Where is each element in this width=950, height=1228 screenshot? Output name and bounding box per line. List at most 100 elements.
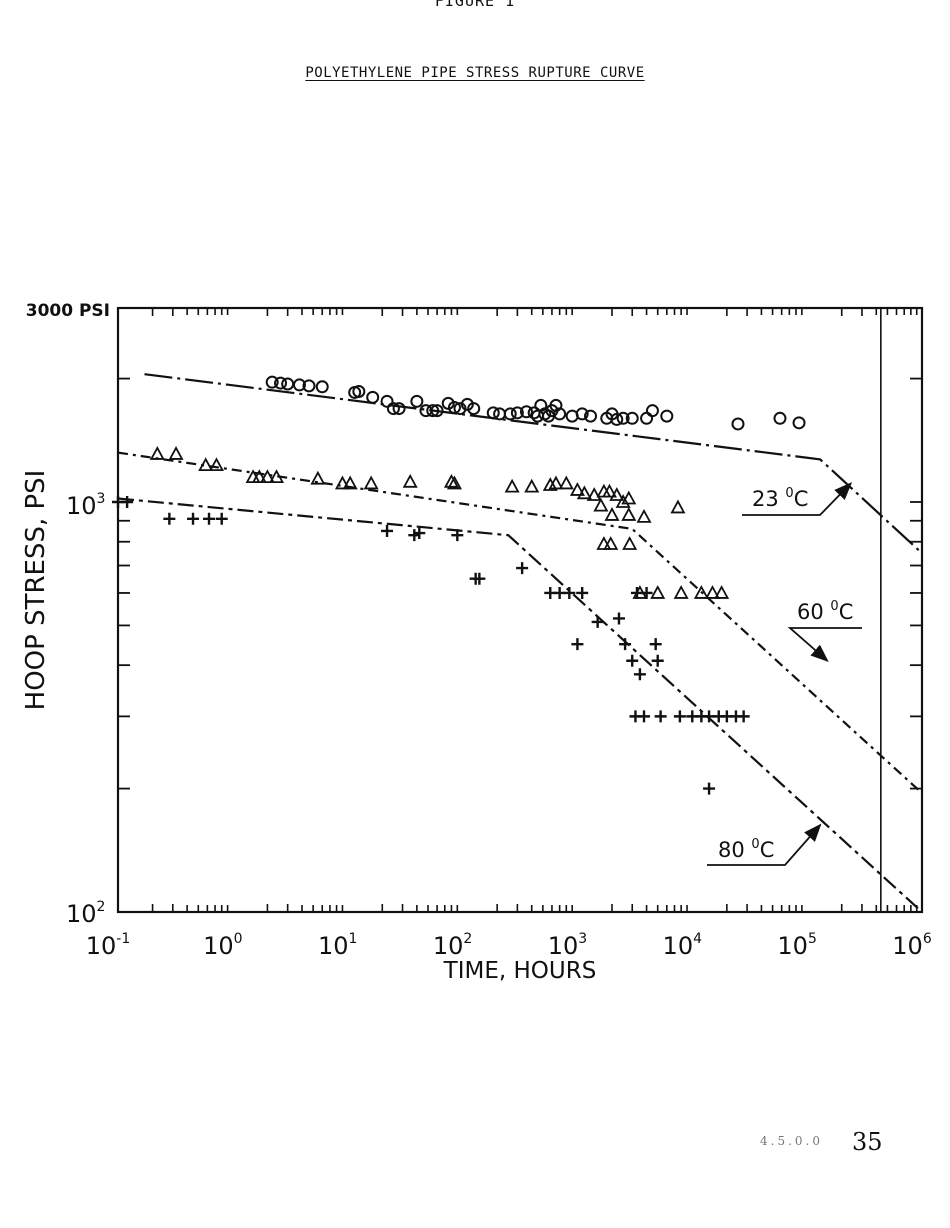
data-point-circle xyxy=(503,407,517,421)
data-point-circle xyxy=(773,411,787,425)
data-point-plus xyxy=(703,782,716,795)
data-point-triangle xyxy=(673,585,689,599)
data-point-triangle xyxy=(168,446,184,460)
data-point-triangle xyxy=(251,469,267,484)
data-point-triangle xyxy=(443,473,459,488)
data-point-triangle xyxy=(586,487,602,501)
data-point-circle xyxy=(274,376,288,390)
data-point-triangle xyxy=(334,475,350,490)
data-point-circle xyxy=(731,417,745,431)
data-point-plus xyxy=(473,572,486,585)
x-tick-label: 106 xyxy=(892,931,932,960)
data-point-triangle xyxy=(363,475,379,490)
data-point-triangle xyxy=(603,536,619,550)
data-point-circle xyxy=(625,411,639,425)
data-point-plus xyxy=(640,586,653,599)
data-point-circle xyxy=(281,377,295,391)
data-point-triangle xyxy=(576,485,592,500)
data-point-triangle xyxy=(259,469,275,484)
curve-label-leader xyxy=(707,823,822,866)
data-point-plus xyxy=(516,562,529,575)
data-point-circle xyxy=(519,405,533,419)
data-point-circle xyxy=(460,397,474,411)
fit-line-23c xyxy=(144,373,922,555)
curve-label-60: 60 0C xyxy=(797,599,853,624)
data-point-circle xyxy=(792,416,806,430)
data-point-circle xyxy=(660,409,674,423)
data-point-triangle xyxy=(269,469,285,484)
data-point-triangle xyxy=(548,475,564,490)
data-point-triangle xyxy=(714,585,730,599)
data-point-plus xyxy=(215,512,228,525)
data-point-circle xyxy=(426,404,440,418)
data-point-plus xyxy=(612,612,625,625)
data-point-circle xyxy=(553,407,567,421)
data-point-triangle xyxy=(542,477,558,491)
data-point-plus xyxy=(571,638,584,651)
y-top-label: 3000 PSI xyxy=(26,301,110,321)
data-point-circle xyxy=(292,378,306,392)
data-point-triangle xyxy=(342,475,358,490)
data-point-plus xyxy=(638,710,651,723)
data-point-circle xyxy=(392,402,406,416)
fit-line-80c xyxy=(118,497,922,912)
data-point-plus xyxy=(121,496,134,508)
data-point-plus xyxy=(187,512,200,525)
data-point-triangle xyxy=(636,508,652,523)
y-tick-label: 103 xyxy=(66,491,105,520)
chart-title-text: POLYETHYLENE PIPE STRESS RUPTURE CURVE xyxy=(305,65,645,81)
data-point-triangle xyxy=(446,475,462,490)
data-point-triangle xyxy=(621,507,637,521)
data-point-circle xyxy=(510,406,524,420)
data-point-plus xyxy=(413,527,426,540)
data-point-plus xyxy=(673,710,686,723)
data-point-circle xyxy=(616,411,630,425)
curve-label-leader xyxy=(787,627,862,662)
data-point-triangle xyxy=(593,497,609,512)
data-point-triangle xyxy=(650,585,666,599)
data-point-triangle xyxy=(208,457,224,472)
data-point-circle xyxy=(430,404,444,418)
data-point-triangle xyxy=(693,585,709,599)
data-point-triangle xyxy=(609,487,625,501)
page-number: 35 xyxy=(852,1128,883,1156)
data-point-plus xyxy=(163,512,176,525)
x-tick-label: 102 xyxy=(433,931,472,960)
data-point-plus xyxy=(591,615,604,628)
y-axis-title: HOOP STRESS, PSI xyxy=(21,470,51,711)
data-point-plus xyxy=(203,512,216,525)
data-point-circle xyxy=(486,406,500,420)
data-point-triangle xyxy=(615,494,631,508)
data-point-plus xyxy=(619,638,632,651)
data-point-circle xyxy=(645,404,659,418)
data-point-circle xyxy=(352,384,366,398)
data-point-plus xyxy=(381,524,394,537)
data-point-plus xyxy=(651,654,664,667)
data-point-plus xyxy=(563,586,576,599)
data-point-triangle xyxy=(524,478,540,493)
data-point-triangle xyxy=(604,507,620,521)
data-point-triangle xyxy=(704,585,721,599)
data-point-circle xyxy=(315,380,329,394)
data-point-triangle xyxy=(310,470,326,485)
data-point-triangle xyxy=(621,490,637,505)
data-point-plus xyxy=(451,529,464,542)
data-point-circle xyxy=(575,407,589,421)
data-point-circle xyxy=(467,402,481,416)
data-point-circle xyxy=(447,401,461,415)
data-point-circle xyxy=(265,375,279,389)
data-point-circle xyxy=(584,409,598,423)
data-point-triangle xyxy=(670,499,686,514)
x-tick-label: 104 xyxy=(663,931,703,960)
curve-label-23: 23 0C xyxy=(752,486,808,511)
data-point-circle xyxy=(302,379,316,393)
data-point-circle xyxy=(380,394,394,408)
chart-title: POLYETHYLENE PIPE STRESS RUPTURE CURVE xyxy=(0,62,950,81)
figure-label: FIGURE 1 xyxy=(434,0,516,10)
data-point-triangle xyxy=(504,478,520,493)
data-point-circle xyxy=(366,390,380,404)
data-point-plus xyxy=(737,710,750,723)
data-point-triangle xyxy=(198,457,214,472)
data-point-triangle xyxy=(149,446,165,460)
plot-frame xyxy=(116,306,924,914)
